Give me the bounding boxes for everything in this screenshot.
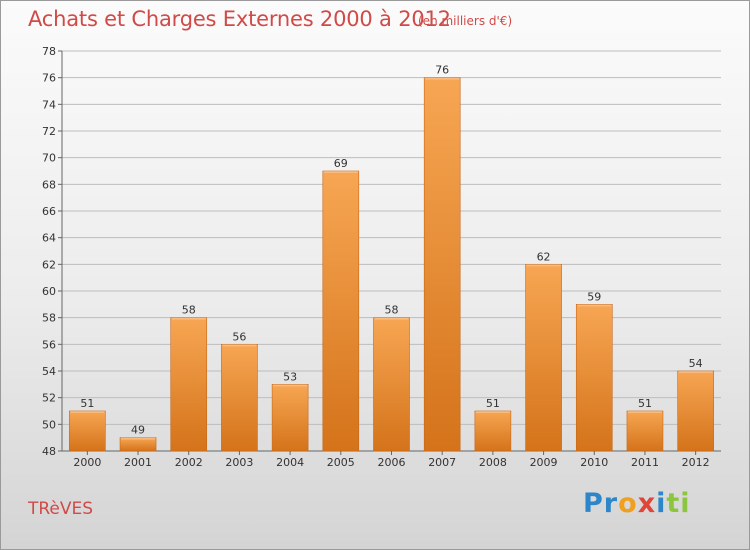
- bar-highlight: [273, 384, 308, 387]
- x-tick-label: 2006: [378, 456, 406, 469]
- logo-letter: P: [583, 488, 604, 519]
- logo-letter: i: [656, 488, 667, 519]
- town-name: TRèVES: [28, 499, 94, 519]
- bar: [221, 344, 258, 452]
- bar: [170, 317, 208, 452]
- logo-letter: r: [603, 488, 619, 519]
- bar-highlight: [222, 344, 257, 347]
- x-tick-label: 2001: [124, 456, 152, 469]
- logo-letter: x: [637, 488, 657, 519]
- bar-value-label: 69: [334, 157, 348, 170]
- bar-highlight: [577, 304, 612, 307]
- x-tick-label: 2002: [175, 456, 203, 469]
- bar: [626, 410, 664, 452]
- bar: [271, 384, 309, 452]
- chart-unit: (en milliers d'€): [418, 14, 513, 28]
- bar-value-label: 53: [283, 370, 297, 383]
- bar-highlight: [121, 437, 156, 440]
- chart-title: Achats et Charges Externes 2000 à 2012: [28, 7, 451, 31]
- bar: [423, 77, 461, 452]
- y-tick-label: 66: [42, 205, 56, 218]
- bar: [677, 370, 714, 452]
- bar-value-label: 51: [486, 397, 500, 410]
- y-tick-label: 62: [42, 258, 56, 271]
- x-tick-label: 2010: [580, 456, 608, 469]
- bar-highlight: [526, 264, 561, 267]
- y-tick-label: 56: [42, 338, 56, 351]
- y-tick-label: 72: [42, 125, 56, 138]
- y-tick-label: 54: [42, 365, 56, 378]
- bar: [322, 170, 360, 452]
- bar-value-label: 58: [182, 304, 196, 317]
- bar-value-label: 58: [385, 304, 399, 317]
- bar-value-label: 56: [232, 330, 246, 343]
- y-tick-label: 52: [42, 392, 56, 405]
- x-tick-label: 2004: [276, 456, 304, 469]
- x-tick-label: 2007: [428, 456, 456, 469]
- bar: [575, 304, 613, 452]
- bar: [373, 317, 410, 452]
- logo-letter: i: [680, 488, 691, 519]
- bar: [69, 410, 106, 452]
- x-tick-label: 2005: [327, 456, 355, 469]
- bar-highlight: [425, 77, 460, 80]
- bar-highlight: [323, 171, 358, 173]
- bar: [525, 264, 562, 452]
- bar-highlight: [475, 411, 510, 413]
- logo-letter: t: [666, 488, 681, 519]
- y-tick-label: 76: [42, 72, 56, 85]
- x-tick-label: 2008: [479, 456, 507, 469]
- bar-highlight: [678, 371, 713, 373]
- y-tick-label: 48: [42, 445, 56, 458]
- bar-highlight: [627, 411, 662, 413]
- proxiti-logo: Proxiti: [583, 488, 691, 519]
- y-tick-label: 58: [42, 312, 56, 325]
- y-tick-label: 60: [42, 285, 56, 298]
- bar-value-label: 59: [587, 290, 601, 303]
- x-tick-label: 2012: [682, 456, 710, 469]
- y-tick-label: 68: [42, 178, 56, 191]
- bar-value-label: 54: [689, 357, 703, 370]
- bar-value-label: 51: [638, 397, 652, 410]
- bar: [474, 410, 512, 452]
- x-tick-label: 2003: [225, 456, 253, 469]
- bar-value-label: 51: [80, 397, 94, 410]
- logo-letter: o: [618, 488, 638, 519]
- y-tick-label: 50: [42, 418, 56, 431]
- x-tick-label: 2009: [530, 456, 558, 469]
- y-tick-label: 64: [42, 232, 56, 245]
- bar-highlight: [374, 317, 409, 320]
- y-tick-label: 74: [42, 98, 56, 111]
- bar-value-label: 76: [435, 64, 449, 77]
- bar-highlight: [70, 411, 105, 413]
- bar-value-label: 62: [537, 250, 551, 263]
- bar-value-label: 49: [131, 424, 145, 437]
- y-tick-label: 70: [42, 152, 56, 165]
- x-tick-label: 2011: [631, 456, 659, 469]
- bar-highlight: [171, 317, 206, 320]
- y-tick-label: 78: [42, 45, 56, 58]
- x-tick-label: 2000: [73, 456, 101, 469]
